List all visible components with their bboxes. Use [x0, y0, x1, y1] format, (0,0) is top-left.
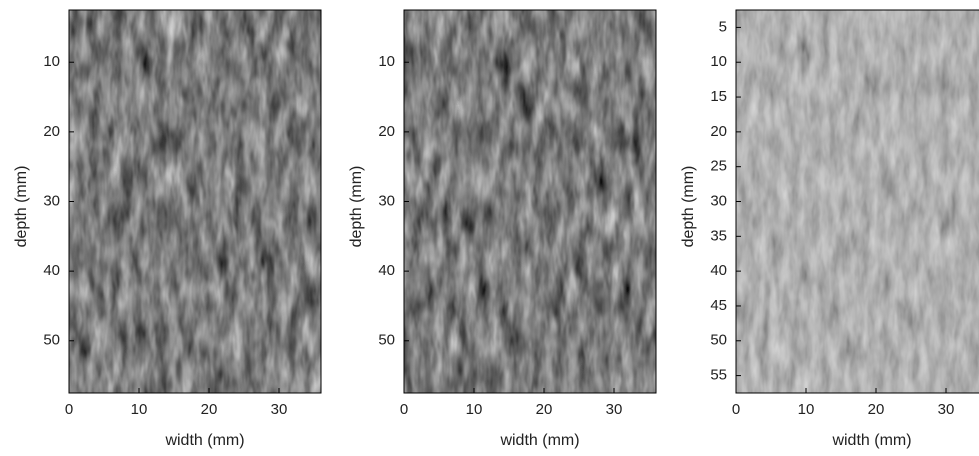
panel: 0 10 20 30 10 20 30 40 50 width (mm) depth (mm): [13, 9, 322, 449]
y-tick-label: 20: [43, 123, 60, 140]
y-tick-label: 30: [378, 192, 395, 209]
y-tick-label: 55: [710, 367, 727, 384]
x-axis-label: width (mm): [164, 432, 244, 449]
y-tick-label: 25: [710, 158, 727, 175]
x-tick-label: 0: [400, 401, 408, 418]
x-tick-label: 20: [536, 401, 553, 418]
y-tick-label: 40: [378, 262, 395, 279]
y-tick-label: 35: [710, 227, 727, 244]
y-tick-label: 15: [710, 88, 727, 105]
y-tick-label: 50: [710, 332, 727, 349]
image-texture: [404, 10, 656, 393]
panel: 0 10 20 30 10 20 30 40 50 width (mm) depth (mm): [348, 9, 657, 449]
y-tick-label: 50: [378, 332, 395, 349]
image-texture: [69, 10, 321, 393]
x-tick-label: 10: [131, 401, 148, 418]
x-tick-label: 10: [798, 401, 815, 418]
y-axis-label: depth (mm): [348, 166, 365, 248]
x-axis-label: width (mm): [499, 432, 579, 449]
y-tick-label: 10: [710, 53, 727, 70]
y-tick-label: 20: [378, 123, 395, 140]
y-tick-label: 50: [43, 332, 60, 349]
y-axis-label: depth (mm): [680, 166, 697, 248]
x-tick-label: 30: [938, 401, 955, 418]
x-tick-label: 30: [606, 401, 623, 418]
x-tick-label: 30: [271, 401, 288, 418]
x-tick-label: 0: [65, 401, 73, 418]
y-tick-label: 30: [43, 192, 60, 209]
x-tick-label: 0: [732, 401, 740, 418]
x-tick-label: 20: [868, 401, 885, 418]
y-axis-label: depth (mm): [13, 166, 30, 248]
y-tick-label: 10: [43, 53, 60, 70]
x-axis-label: width (mm): [831, 432, 911, 449]
panel: 0 10 20 30 5 10 15 20 25 30 35 40 45 50 55 width (mm) de…: [680, 9, 979, 449]
y-tick-label: 5: [719, 18, 727, 35]
y-tick-label: 45: [710, 297, 727, 314]
x-tick-label: 10: [466, 401, 483, 418]
x-tick-label: 20: [201, 401, 218, 418]
y-tick-label: 40: [710, 262, 727, 279]
y-tick-label: 10: [378, 53, 395, 70]
y-tick-label: 30: [710, 192, 727, 209]
image-texture: [736, 10, 979, 393]
y-tick-label: 20: [710, 123, 727, 140]
y-tick-label: 40: [43, 262, 60, 279]
